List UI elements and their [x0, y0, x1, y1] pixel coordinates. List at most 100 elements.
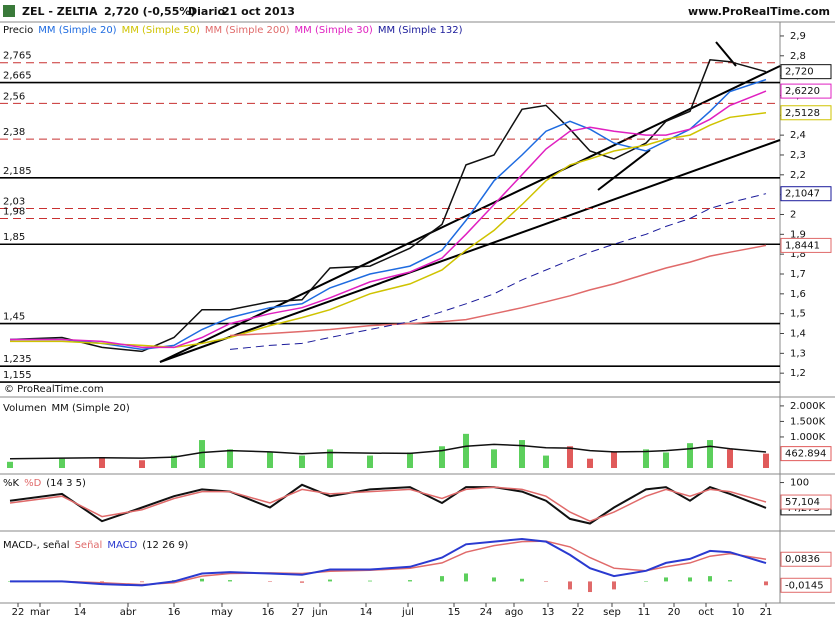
site: www.ProRealTime.com [688, 5, 830, 18]
x-tick-label: 20 [668, 607, 681, 618]
level-label: 2,03 [3, 197, 25, 208]
y-tick-label: 100 [790, 478, 809, 489]
series-line [10, 78, 767, 351]
volume-bar [7, 461, 13, 468]
histogram-bar [644, 581, 648, 582]
x-tick-label: jun [311, 607, 327, 618]
legend-entry: MM (Simple 30) [295, 25, 373, 36]
y-tick-label: 2,9 [790, 31, 806, 42]
histogram-bar [588, 581, 592, 593]
volume-bar [463, 433, 469, 468]
x-tick-label: 16 [168, 607, 181, 618]
trend-line [597, 149, 651, 191]
panel-title: MACD-, señal [3, 540, 70, 551]
y-tick-label: 2,8 [790, 51, 806, 62]
level-label: 2,185 [3, 166, 32, 177]
y-tick-label: 2,2 [790, 170, 806, 181]
volume-bar [611, 452, 617, 468]
y-tick-label: 1,6 [790, 289, 806, 300]
legend-entry: MM (Simple 20) [38, 25, 116, 36]
volume-bar [491, 449, 497, 468]
value-box [780, 551, 832, 567]
legend-entry: MM (Simple 50) [122, 25, 200, 36]
series-line [9, 483, 767, 525]
volume-bar [267, 452, 273, 468]
series-line [229, 244, 767, 337]
series-line [9, 443, 767, 460]
value-box [780, 105, 832, 121]
level-label: 1,235 [3, 354, 32, 365]
volume-bar [439, 446, 445, 468]
histogram-bar [328, 579, 332, 582]
y-tick-label: 2,4 [790, 130, 806, 141]
value-box-label: -0,0145 [785, 580, 824, 591]
histogram-bar [408, 580, 412, 582]
period: Diario [188, 5, 226, 18]
histogram-bar [200, 578, 204, 582]
x-tick-label: ago [505, 607, 524, 618]
x-tick-label: 14 [74, 607, 87, 618]
level-label: 1,155 [3, 370, 32, 381]
value-box [780, 186, 832, 202]
volume-bar [407, 452, 413, 468]
volume-bar [199, 440, 205, 468]
x-tick-label: 22 [572, 607, 585, 618]
histogram-bar [492, 577, 496, 582]
x-tick-label: may [211, 607, 233, 618]
legend-entry: Precio [3, 25, 33, 36]
histogram-bar [440, 576, 444, 582]
x-tick-label: 10 [732, 607, 745, 618]
volume-bar [687, 443, 693, 468]
volume-bar [763, 453, 769, 468]
level-label: 1,98 [3, 206, 25, 217]
copyright: © ProRealTime.com [4, 384, 104, 395]
value-box-label: 2,6220 [785, 86, 820, 97]
volume-bar [643, 449, 649, 468]
volume-bar [727, 449, 733, 468]
volume-bar [707, 440, 713, 468]
volume-bar [59, 458, 65, 468]
histogram-bar [228, 580, 232, 582]
histogram-bar [140, 581, 144, 583]
histogram-bar [544, 581, 548, 582]
volume-bar [519, 440, 525, 468]
symbol: ZEL - ZELTIA [22, 5, 98, 18]
y-tick-label: 2,3 [790, 150, 806, 161]
y-tick-label: 1,5 [790, 309, 806, 320]
panel-params: (12 26 9) [142, 540, 188, 551]
histogram-bar [612, 581, 616, 590]
legend: Volumen MM (Simple 20) [3, 403, 130, 414]
y-tick-label: 1,8 [790, 249, 806, 260]
series-line [10, 540, 767, 586]
series-line [9, 486, 767, 523]
value-box-label: 462.894 [785, 449, 826, 460]
x-tick-label: abr [120, 607, 137, 618]
x-tick-label: 22 [12, 607, 25, 618]
value-box-label: 2,720 [785, 67, 814, 78]
series-line [9, 58, 767, 353]
x-tick-label: 11 [638, 607, 651, 618]
series-line [10, 537, 767, 587]
y-tick-label: 1,2 [790, 368, 806, 379]
x-tick-label: jul [401, 607, 414, 618]
y-tick-label: 1,9 [790, 229, 806, 240]
legend-entry: %D [24, 478, 42, 489]
y-tick-label: 2.000K [790, 401, 826, 412]
volume-bar [543, 455, 549, 468]
series-line [229, 193, 767, 350]
value-box [780, 64, 832, 80]
volume-bar [299, 455, 305, 468]
y-tick-label: 1,7 [790, 269, 806, 280]
volume-bar [171, 455, 177, 468]
level-label: 2,56 [3, 91, 25, 102]
value-box [780, 83, 832, 99]
x-tick-label: oct [698, 607, 714, 618]
histogram-bar [708, 576, 712, 582]
x-tick-label: 21 [760, 607, 773, 618]
value-box-label: 1,8441 [785, 240, 820, 251]
volume-bar [227, 449, 233, 468]
legend: MACD-, señal Señal MACD (12 26 9) [3, 540, 188, 551]
volume-bar [587, 458, 593, 468]
volume-bar [99, 457, 105, 468]
